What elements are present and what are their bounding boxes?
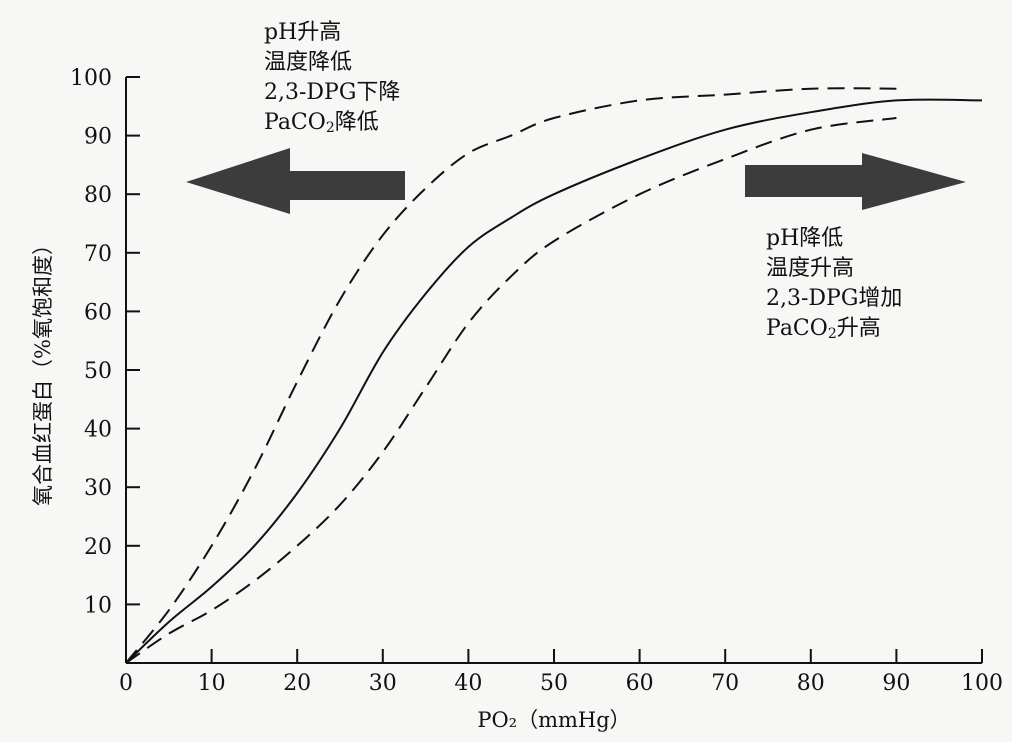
y-tick-label: 60 [84, 300, 112, 325]
solid-curve-1 [125, 98, 983, 664]
right-shift-arrow-icon [745, 153, 966, 210]
x-tick-label: 30 [369, 671, 397, 696]
paco2-subscript: 2 [325, 120, 335, 136]
annotation-line: 温度升高 [766, 256, 855, 281]
annotation-line-paco2: PaCO2升高 [766, 314, 902, 344]
left-shift-annotation: pH升高 温度降低 2,3-DPG下降 PaCO2降低 [264, 18, 400, 138]
paco2-suffix: 降低 [334, 110, 379, 135]
annotation-line: 2,3-DPG下降 [264, 80, 401, 105]
paco2-suffix: 升高 [836, 316, 881, 341]
annotation-line: 2,3-DPG增加 [766, 286, 903, 311]
annotation-line: pH升高 [264, 20, 342, 45]
y-tick-label: 90 [84, 125, 112, 150]
left-shift-arrow-icon [186, 148, 405, 214]
x-tick-label: 0 [119, 671, 133, 696]
x-tick-label: 50 [540, 671, 568, 696]
x-tick-label: 90 [882, 671, 910, 696]
y-tick-label: 40 [84, 418, 112, 443]
y-axis-label: 氧合血红蛋白（%氧饱和度） [31, 234, 55, 506]
y-tick-label: 50 [84, 359, 112, 384]
x-tick-label: 60 [626, 671, 654, 696]
dashed-curve-0 [125, 87, 897, 664]
x-tick-label: 70 [711, 671, 739, 696]
x-tick-label: 80 [797, 671, 825, 696]
paco2-subscript: 2 [827, 326, 837, 342]
dashed-curve-2 [125, 117, 897, 664]
annotation-line: pH降低 [766, 226, 844, 251]
y-tick-label: 20 [84, 535, 112, 560]
y-tick-label: 100 [70, 66, 112, 91]
x-tick-label: 20 [283, 671, 311, 696]
annotation-line-paco2: PaCO2降低 [264, 108, 400, 138]
y-tick-label: 10 [84, 593, 112, 618]
y-tick-label: 80 [84, 183, 112, 208]
y-tick-label: 30 [84, 476, 112, 501]
x-tick-label: 40 [454, 671, 482, 696]
x-tick-label: 10 [198, 671, 226, 696]
annotation-line: 温度降低 [264, 50, 353, 75]
paco2-prefix: PaCO [766, 316, 828, 341]
right-shift-annotation: pH降低 温度升高 2,3-DPG增加 PaCO2升高 [766, 224, 902, 344]
x-axis-label: PO₂（mmHg） [477, 708, 630, 732]
paco2-prefix: PaCO [264, 110, 326, 135]
x-tick-label: 100 [961, 671, 1003, 696]
y-tick-label: 70 [84, 242, 112, 267]
